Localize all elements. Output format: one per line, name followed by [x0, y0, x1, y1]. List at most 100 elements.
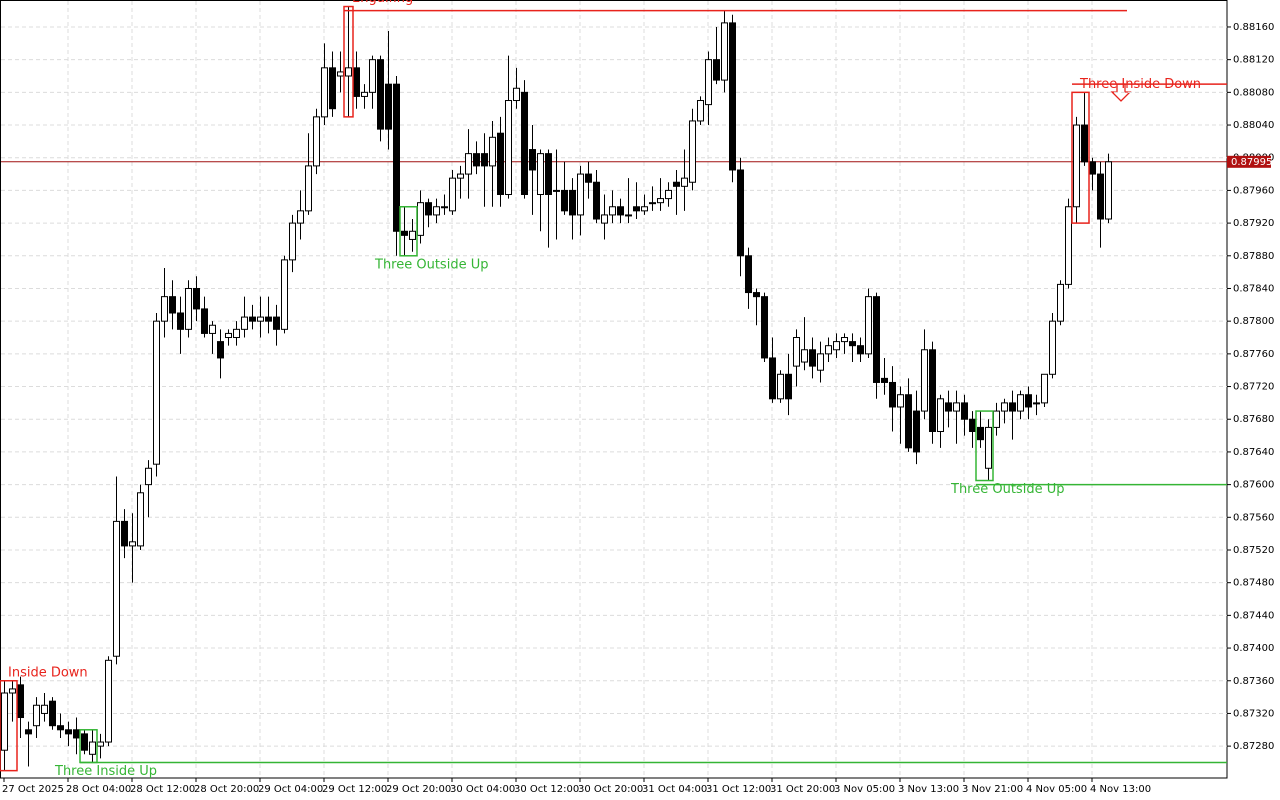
candle-body — [945, 402, 952, 412]
candle-body — [233, 328, 240, 339]
candle-body — [969, 418, 976, 432]
candle-body — [1001, 402, 1008, 412]
candle-body — [33, 704, 40, 727]
current-price-label: 0.87995 — [1231, 157, 1272, 168]
pattern-box — [975, 410, 994, 482]
x-tick-label: 28 Oct 20:00 — [194, 784, 259, 795]
candle-body — [417, 202, 424, 236]
candle-body — [1009, 402, 1016, 412]
y-tick-label: 0.87840 — [1233, 283, 1274, 294]
candle-body — [569, 189, 576, 216]
candle-body — [729, 22, 736, 171]
candle-body — [457, 173, 464, 179]
candle-body — [769, 357, 776, 400]
candle-body — [593, 181, 600, 220]
candle-body — [561, 189, 568, 212]
y-tick-label: 0.87440 — [1233, 610, 1274, 621]
candle-body — [193, 287, 200, 310]
candle-body — [265, 316, 272, 322]
candle-body — [273, 316, 280, 330]
pattern-label: Inside Down — [8, 665, 88, 680]
x-tick-label: 3 Nov 21:00 — [962, 784, 1023, 795]
candle-body — [953, 402, 960, 412]
y-tick-label: 0.87480 — [1233, 578, 1274, 589]
candle-body — [9, 688, 16, 694]
candle-body — [489, 136, 496, 167]
candle-body — [825, 345, 832, 355]
candle-body — [865, 296, 872, 355]
candle-body — [505, 100, 512, 195]
candle-body — [465, 153, 472, 175]
candle-body — [385, 83, 392, 130]
y-tick-label: 0.88080 — [1233, 87, 1274, 98]
candle-body — [241, 316, 248, 330]
candle-body — [401, 230, 408, 236]
candle-body — [113, 520, 120, 657]
candle-body — [433, 206, 440, 216]
candle-body — [721, 22, 728, 81]
candle-body — [137, 492, 144, 547]
candle-body — [745, 255, 752, 294]
candle-body — [329, 67, 336, 110]
pattern-label: Three Outside Up — [374, 257, 488, 272]
candle-body — [809, 349, 816, 367]
y-tick-label: 0.87880 — [1233, 251, 1274, 262]
x-tick-label: 27 Oct 2025 — [2, 784, 64, 795]
candle-body — [737, 169, 744, 257]
y-tick-label: 0.87720 — [1233, 382, 1274, 393]
candle-body — [153, 320, 160, 465]
candle-body — [697, 100, 704, 122]
candle-body — [321, 67, 328, 118]
candle-body — [1057, 283, 1064, 322]
candle-body — [521, 91, 528, 195]
x-tick-label: 29 Oct 20:00 — [386, 784, 451, 795]
candle-body — [169, 296, 176, 314]
y-tick-label: 0.88040 — [1233, 120, 1274, 131]
candle-body — [289, 222, 296, 261]
candle-body — [897, 394, 904, 408]
y-tick-label: 0.87680 — [1233, 414, 1274, 425]
x-tick-label: 30 Oct 20:00 — [578, 784, 643, 795]
candle-body — [713, 59, 720, 81]
candle-body — [17, 684, 24, 719]
pattern-label: Three Inside Up — [54, 764, 157, 779]
pattern-label: Three Outside Up — [950, 482, 1064, 497]
candle-body — [361, 91, 368, 97]
candle-body — [985, 426, 992, 469]
candle-body — [577, 173, 584, 216]
y-tick-label: 0.87760 — [1233, 349, 1274, 360]
x-tick-label: 31 Oct 12:00 — [706, 784, 771, 795]
candle-body — [785, 373, 792, 400]
candle-body — [249, 316, 256, 322]
candle-body — [529, 149, 536, 171]
candle-body — [1097, 173, 1104, 220]
plot-frame — [0, 0, 1228, 779]
candle-body — [297, 210, 304, 224]
candle-body — [473, 153, 480, 167]
candle-body — [97, 741, 104, 747]
candle-body — [177, 312, 184, 330]
y-tick-label: 0.87560 — [1233, 512, 1274, 523]
candle-body — [753, 292, 760, 298]
candle-body — [545, 153, 552, 195]
candle-body — [305, 165, 312, 212]
x-tick-label: 30 Oct 04:00 — [450, 784, 515, 795]
candle-body — [497, 132, 504, 195]
pattern-label: Three Inside Down — [1079, 77, 1201, 92]
candle-body — [145, 467, 152, 486]
candle-body — [209, 324, 216, 334]
y-tick-label: 0.88160 — [1233, 22, 1274, 33]
x-tick-label: 3 Nov 13:00 — [898, 784, 959, 795]
candle-body — [777, 373, 784, 400]
candle-body — [161, 296, 168, 322]
x-tick-label: 28 Oct 12:00 — [130, 784, 195, 795]
candle-body — [41, 704, 48, 714]
x-tick-label: 3 Nov 05:00 — [834, 784, 895, 795]
candle-body — [353, 67, 360, 97]
y-tick-label: 0.87280 — [1233, 741, 1274, 752]
candle-body — [313, 116, 320, 167]
candle-body — [1065, 206, 1072, 285]
x-tick-label: 31 Oct 20:00 — [770, 784, 835, 795]
candle-body — [257, 316, 264, 322]
candle-body — [889, 381, 896, 408]
